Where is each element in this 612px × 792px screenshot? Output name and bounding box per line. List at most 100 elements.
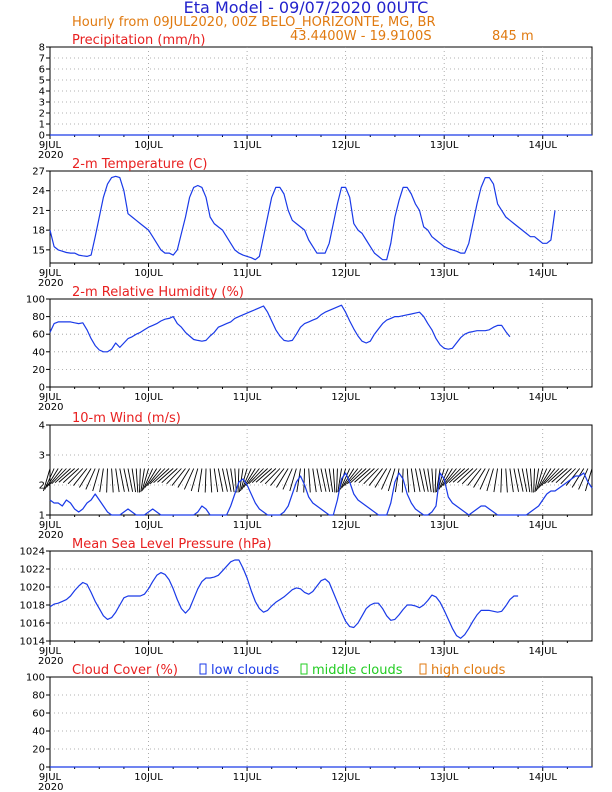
panel-title: 10-m Wind (m/s) bbox=[72, 411, 181, 426]
station-coords: 43.4400W - 19.9100S bbox=[290, 29, 432, 44]
wind-barb bbox=[363, 468, 379, 485]
x-tick-label: 14JUL bbox=[528, 140, 557, 151]
wind-barb bbox=[387, 468, 396, 492]
y-tick-label: 1022 bbox=[20, 565, 45, 576]
wind-barb bbox=[419, 468, 425, 492]
wind-barb bbox=[78, 468, 92, 488]
wind-barb bbox=[585, 468, 593, 492]
wind-barb bbox=[336, 468, 338, 493]
wind-barb bbox=[434, 468, 437, 493]
wind-barb bbox=[354, 468, 371, 483]
x-tick-label: 14JUL bbox=[528, 520, 557, 531]
y-tick-label: 6 bbox=[39, 65, 45, 76]
wind-barb bbox=[312, 468, 317, 493]
wind-barb bbox=[374, 468, 388, 488]
wind-barbs bbox=[43, 468, 593, 493]
wind-barb bbox=[320, 468, 327, 492]
wind-barb bbox=[197, 468, 203, 493]
wind-barb bbox=[445, 468, 461, 485]
y-tick-label: 20 bbox=[32, 745, 45, 756]
y-tick-label: 0 bbox=[39, 131, 45, 142]
wind-barb bbox=[131, 468, 137, 493]
wind-barb bbox=[467, 468, 482, 486]
wind-barb bbox=[226, 468, 232, 492]
wind-barb bbox=[296, 468, 301, 493]
y-tick-label: 1024 bbox=[20, 547, 45, 558]
wind-barb bbox=[358, 468, 375, 484]
x-tick-label: 10JUL bbox=[134, 772, 163, 783]
wind-barb bbox=[67, 468, 84, 485]
x-tick-label: 13JUL bbox=[430, 772, 459, 783]
wind-barb bbox=[115, 468, 120, 493]
x-year-label: 2020 bbox=[38, 150, 63, 161]
wind-barb bbox=[479, 468, 490, 490]
x-tick-label: 9JUL bbox=[39, 268, 62, 279]
wind-barb bbox=[161, 468, 178, 484]
y-tick-label: 4 bbox=[39, 87, 45, 98]
x-tick-label: 11JUL bbox=[233, 140, 262, 151]
wind-barb bbox=[255, 468, 273, 483]
x-tick-label: 13JUL bbox=[430, 392, 459, 403]
chart-title: Eta Model - 09/07/2020 00UTC bbox=[184, 0, 429, 17]
wind-barb bbox=[394, 468, 400, 493]
wind-barb bbox=[149, 468, 166, 485]
wind-barb bbox=[473, 468, 486, 488]
wind-barb bbox=[245, 468, 260, 486]
x-year-label: 2020 bbox=[38, 402, 63, 413]
wind-barb bbox=[282, 468, 293, 490]
x-tick-label: 12JUL bbox=[331, 268, 360, 279]
legend-label-middle-clouds: middle clouds bbox=[312, 663, 403, 678]
x-tick-label: 11JUL bbox=[233, 646, 262, 657]
x-tick-label: 13JUL bbox=[430, 140, 459, 151]
legend-swatch-high-clouds bbox=[419, 663, 427, 675]
cloud-cover-panel: 0 20 40 60 80 100 9JUL 10JUL 11JUL 12JUL 13JUL 14JU… bbox=[26, 663, 593, 792]
wind-barb bbox=[406, 468, 410, 493]
wind-barb bbox=[106, 468, 108, 493]
panel-title: Cloud Cover (%) bbox=[72, 663, 178, 678]
wind-barb bbox=[448, 468, 466, 484]
wind-barb bbox=[135, 468, 139, 493]
y-tick-label: 40 bbox=[32, 727, 45, 738]
wind-barb bbox=[146, 468, 162, 486]
wind-barb bbox=[537, 468, 548, 490]
wind-barb bbox=[177, 468, 190, 488]
wind-barb bbox=[410, 468, 416, 493]
wind-barb bbox=[157, 468, 174, 483]
wind-barb bbox=[260, 468, 277, 484]
wind-barb bbox=[144, 468, 158, 488]
wind-barb bbox=[141, 468, 149, 492]
wind-barb bbox=[533, 468, 535, 493]
series-line bbox=[49, 472, 593, 516]
wind-barb bbox=[248, 468, 264, 485]
y-tick-label: 2 bbox=[39, 481, 45, 492]
wind-barb bbox=[401, 468, 404, 493]
series-line bbox=[49, 559, 519, 639]
y-tick-label: 1 bbox=[39, 120, 45, 131]
wind-barb bbox=[368, 468, 383, 486]
x-tick-label: 13JUL bbox=[430, 520, 459, 531]
y-tick-label: 21 bbox=[32, 206, 45, 217]
temperature-panel: 15 18 21 24 27 9JUL 10JUL 11JUL 12JUL 13JUL 14JUL 2… bbox=[32, 157, 593, 289]
y-tick-label: 80 bbox=[32, 691, 45, 702]
y-tick-label: 60 bbox=[32, 330, 45, 341]
panel-title: Mean Sea Level Pressure (hPa) bbox=[72, 537, 272, 552]
x-tick-label: 11JUL bbox=[233, 268, 262, 279]
wind-barb bbox=[73, 468, 88, 486]
wind-barb bbox=[560, 468, 576, 485]
wind-barb bbox=[140, 468, 145, 493]
wind-barb bbox=[427, 468, 432, 493]
y-tick-label: 5 bbox=[39, 76, 45, 87]
wind-barb bbox=[521, 468, 528, 492]
station-elevation: 845 m bbox=[492, 29, 534, 44]
wind-barb bbox=[119, 468, 125, 492]
wind-barb bbox=[486, 468, 494, 492]
wind-barb bbox=[209, 468, 213, 493]
x-tick-label: 12JUL bbox=[331, 520, 360, 531]
y-tick-label: 4 bbox=[39, 421, 45, 432]
wind-barb bbox=[517, 468, 524, 492]
x-year-label: 2020 bbox=[38, 656, 63, 667]
wind-barb bbox=[534, 468, 540, 493]
y-tick-label: 27 bbox=[32, 167, 45, 178]
